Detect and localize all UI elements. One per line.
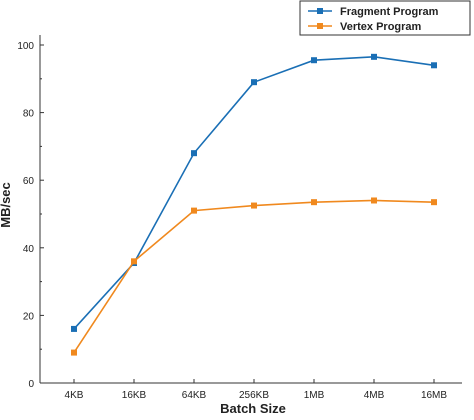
y-tick-label: 80	[23, 109, 35, 120]
data-point	[71, 325, 77, 332]
series-layer	[71, 53, 437, 356]
data-point	[71, 349, 77, 356]
axes: 0 20 40 60 80 100 4KB 16KB 64KB 256KB 1MB 4MB 16MB	[17, 35, 462, 401]
x-tick-label: 16MB	[421, 390, 447, 401]
data-point	[191, 150, 197, 157]
x-tick-label: 4KB	[65, 390, 84, 401]
data-point	[431, 62, 437, 69]
legend-swatch-marker	[317, 8, 323, 14]
y-tick-label: 0	[28, 379, 34, 390]
legend-box	[299, 0, 471, 36]
data-point	[371, 197, 377, 204]
series-line-2	[73, 199, 435, 354]
y-tick-label: 100	[17, 41, 34, 52]
y-tick-label: 40	[23, 244, 35, 255]
x-tick-label: 4MB	[364, 390, 385, 401]
data-point	[311, 57, 317, 64]
x-tick-label: 1MB	[304, 390, 325, 401]
legend-label: Fragment Program	[340, 6, 439, 18]
y-tick-label: 20	[23, 311, 35, 322]
data-point	[251, 202, 257, 209]
legend: Fragment Program Vertex Program	[299, 0, 471, 36]
y-tick-label: 60	[23, 176, 35, 187]
data-point	[371, 53, 377, 60]
data-point	[131, 258, 137, 265]
data-point	[191, 207, 197, 214]
x-tick-label: 64KB	[182, 390, 207, 401]
y-axis-label: MB/sec	[0, 182, 13, 228]
legend-label: Vertex Program	[340, 21, 422, 33]
x-axis-label: Batch Size	[220, 401, 286, 415]
legend-swatch-marker	[317, 23, 323, 29]
data-point	[251, 79, 257, 86]
x-tick-label: 16KB	[122, 390, 147, 401]
x-tick-label: 256KB	[239, 390, 269, 401]
data-point	[311, 199, 317, 206]
data-point	[431, 199, 437, 206]
series-line-1	[73, 56, 435, 330]
